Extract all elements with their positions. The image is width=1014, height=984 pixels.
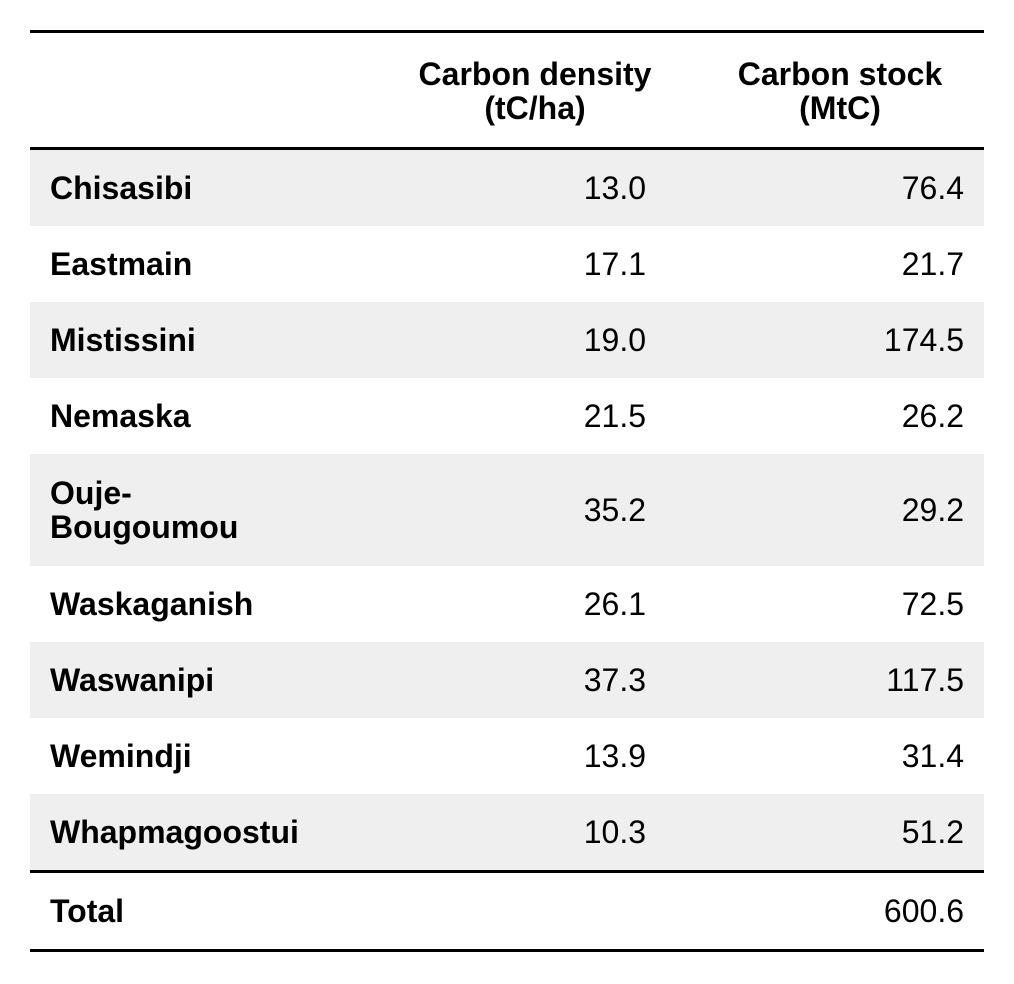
row-name: Whapmagoostui bbox=[50, 814, 299, 850]
row-carbon-density: 17.1 bbox=[583, 246, 646, 282]
row-carbon-stock: 76.4 bbox=[901, 170, 964, 206]
row-name: Nemaska bbox=[50, 398, 191, 434]
header-density-line1: Carbon density bbox=[418, 56, 652, 92]
table-row: Eastmain 17.1 21.7 bbox=[30, 226, 984, 302]
header-rule bbox=[30, 147, 984, 150]
row-carbon-density: 10.3 bbox=[583, 814, 646, 850]
table-row: Mistissini 19.0 174.5 bbox=[30, 302, 984, 378]
bottom-rule bbox=[30, 949, 984, 952]
row-carbon-density: 13.0 bbox=[583, 170, 646, 206]
header-stock-unit: (MtC) bbox=[799, 90, 881, 126]
row-name: Chisasibi bbox=[50, 170, 193, 206]
table-row: Nemaska 21.5 26.2 bbox=[30, 378, 984, 454]
total-row: Total 600.6 bbox=[30, 873, 984, 949]
row-carbon-stock: 29.2 bbox=[901, 492, 964, 528]
row-carbon-density: 35.2 bbox=[583, 492, 646, 528]
row-carbon-density: 13.9 bbox=[583, 738, 646, 774]
table-row: Waskaganish 26.1 72.5 bbox=[30, 566, 984, 642]
row-name: Ouje- Bougoumou bbox=[50, 475, 239, 545]
total-rule bbox=[30, 870, 984, 873]
row-carbon-stock: 174.5 bbox=[883, 322, 964, 358]
table-row: Wemindji 13.9 31.4 bbox=[30, 718, 984, 794]
row-carbon-density: 37.3 bbox=[583, 662, 646, 698]
row-carbon-density: 26.1 bbox=[583, 586, 646, 622]
total-label: Total bbox=[50, 893, 125, 929]
row-carbon-stock: 51.2 bbox=[901, 814, 964, 850]
row-carbon-density: 21.5 bbox=[583, 398, 646, 434]
row-name: Mistissini bbox=[50, 322, 196, 358]
header-density-unit: (tC/ha) bbox=[484, 90, 586, 126]
header-carbon-stock: Carbon stock (MtC) bbox=[690, 57, 990, 125]
row-carbon-stock: 31.4 bbox=[901, 738, 964, 774]
total-stock: 600.6 bbox=[883, 893, 964, 929]
table-row: Whapmagoostui 10.3 51.2 bbox=[30, 794, 984, 870]
top-rule bbox=[30, 30, 984, 33]
table-row: Chisasibi 13.0 76.4 bbox=[30, 150, 984, 226]
table-row: Waswanipi 37.3 117.5 bbox=[30, 642, 984, 718]
row-name: Eastmain bbox=[50, 246, 193, 282]
table-body: Chisasibi 13.0 76.4 Eastmain 17.1 21.7 Mistiss… bbox=[30, 150, 984, 870]
carbon-table: Carbon density (tC/ha) Carbon stock (MtC… bbox=[30, 30, 984, 952]
row-carbon-stock: 21.7 bbox=[901, 246, 964, 282]
row-carbon-density: 19.0 bbox=[583, 322, 646, 358]
table-header: Carbon density (tC/ha) Carbon stock (MtC… bbox=[30, 33, 984, 147]
row-carbon-stock: 72.5 bbox=[901, 586, 964, 622]
row-name: Wemindji bbox=[50, 738, 192, 774]
row-name: Waswanipi bbox=[50, 662, 215, 698]
header-carbon-density: Carbon density (tC/ha) bbox=[370, 57, 700, 125]
row-carbon-stock: 117.5 bbox=[886, 662, 964, 698]
header-stock-line1: Carbon stock bbox=[737, 56, 943, 92]
table-row: Ouje- Bougoumou 35.2 29.2 bbox=[30, 454, 984, 566]
total-density bbox=[446, 873, 646, 949]
row-name: Waskaganish bbox=[50, 586, 254, 622]
row-carbon-stock: 26.2 bbox=[901, 398, 964, 434]
